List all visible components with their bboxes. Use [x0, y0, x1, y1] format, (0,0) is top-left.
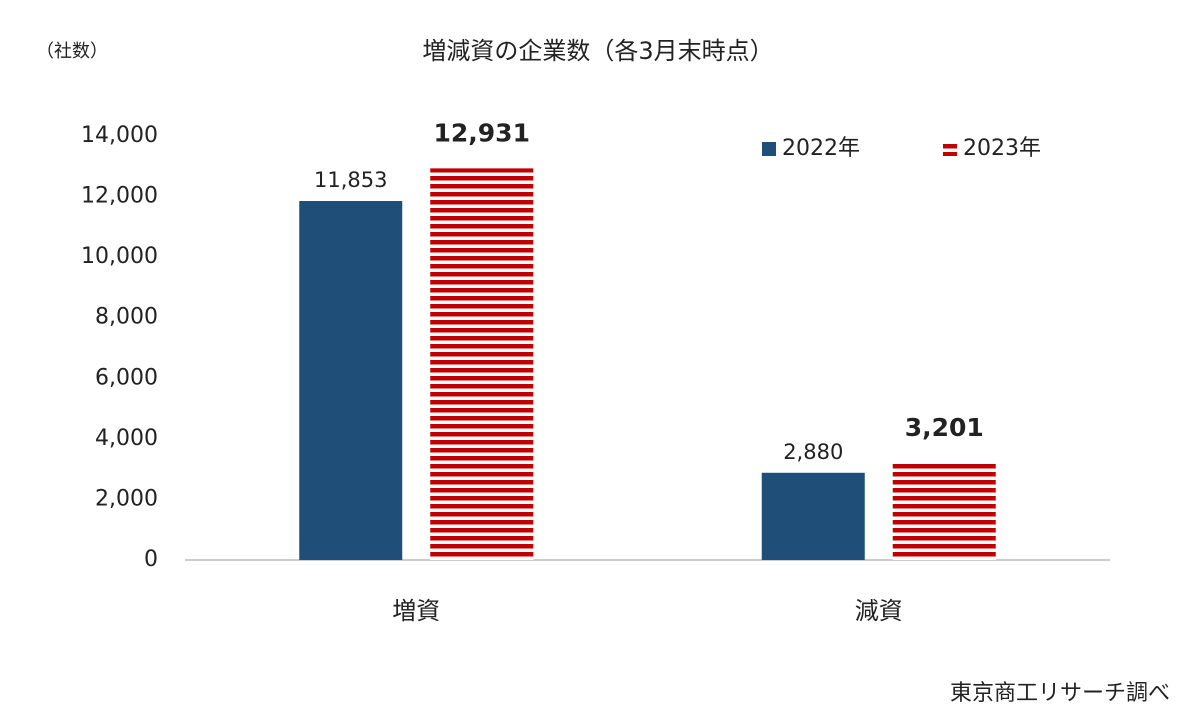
- bar: [299, 201, 403, 560]
- y-tick-label: 8,000: [95, 305, 158, 330]
- y-tick-label: 6,000: [95, 365, 158, 390]
- data-label: 12,931: [434, 118, 530, 147]
- x-tick-label: 増資: [392, 597, 440, 625]
- y-tick-label: 4,000: [95, 426, 158, 451]
- legend-swatch: [762, 142, 776, 156]
- y-tick-label: 2,000: [95, 486, 158, 511]
- legend-label: 2022年: [782, 136, 860, 161]
- data-label: 11,853: [314, 168, 387, 192]
- legend-swatch: [943, 142, 957, 156]
- x-tick-label: 減資: [855, 597, 903, 625]
- bar: [892, 463, 996, 560]
- legend-label: 2023年: [963, 136, 1041, 161]
- y-tick-label: 0: [144, 547, 158, 572]
- y-tick-label: 12,000: [81, 184, 158, 209]
- bar: [430, 168, 534, 560]
- data-label: 2,880: [783, 440, 843, 464]
- bar: [761, 472, 865, 560]
- y-axis-unit: （社数）: [36, 41, 108, 62]
- source-note: 東京商工リサーチ調べ: [950, 681, 1170, 706]
- y-tick-label: 10,000: [81, 244, 158, 269]
- y-tick-label: 14,000: [81, 123, 158, 148]
- data-label: 3,201: [905, 413, 984, 442]
- chart-title: 増減資の企業数（各3月末時点）: [422, 37, 773, 65]
